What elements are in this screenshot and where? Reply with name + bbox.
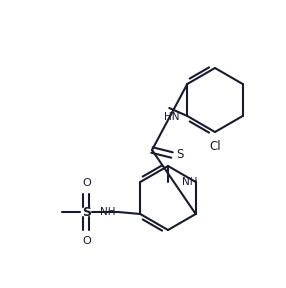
Text: NH: NH [100, 207, 115, 217]
Text: Cl: Cl [209, 140, 221, 153]
Text: HN: HN [164, 112, 179, 122]
Text: O: O [82, 178, 91, 188]
Text: S: S [82, 206, 91, 219]
Text: O: O [82, 236, 91, 246]
Text: NH: NH [182, 177, 197, 187]
Text: S: S [176, 149, 183, 162]
